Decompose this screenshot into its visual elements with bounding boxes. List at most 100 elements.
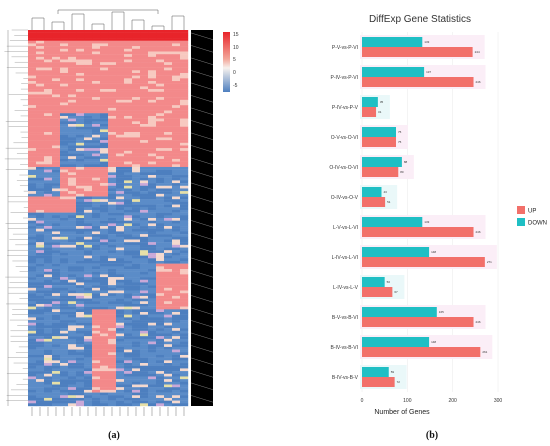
heatmap-cell (180, 298, 189, 302)
heatmap-cell (148, 333, 157, 337)
heatmap-cell (76, 282, 85, 286)
value-label-up: 244 (475, 50, 480, 54)
heatmap-cell (92, 105, 101, 109)
heatmap-cell (172, 137, 181, 141)
heatmap-cell (76, 344, 85, 348)
category-label: O-IV-vs-O-V (331, 195, 359, 201)
heatmap-cell (84, 373, 93, 377)
bar-down (362, 97, 378, 107)
heatmap-cell (108, 32, 117, 36)
heatmap-cell (36, 129, 45, 133)
heatmap-cell (68, 317, 77, 321)
heatmap-cell (36, 266, 45, 270)
heatmap-cell (76, 75, 85, 79)
heatmap-cell (108, 115, 117, 119)
heatmap-cell (76, 293, 85, 297)
heatmap-cell (116, 403, 125, 407)
heatmap-cell (92, 91, 101, 95)
heatmap-cell (60, 99, 69, 103)
heatmap-cell (84, 193, 93, 197)
heatmap-cell (28, 295, 37, 299)
heatmap-cell (52, 129, 61, 133)
heatmap-cell (140, 107, 149, 111)
heatmap-cell (60, 129, 69, 133)
heatmap-cell (180, 389, 189, 393)
bar-up (362, 137, 396, 147)
heatmap-cell (132, 298, 141, 302)
heatmap-cell (108, 207, 117, 211)
heatmap-cell (124, 298, 133, 302)
heatmap-cell (148, 309, 157, 313)
heatmap-cell (68, 242, 77, 246)
heatmap-cell (172, 94, 181, 98)
heatmap-cell (116, 145, 125, 149)
heatmap-cell (92, 89, 101, 92)
heatmap-cell (84, 322, 93, 326)
heatmap-cell (140, 199, 149, 203)
heatmap-cell (124, 341, 133, 345)
heatmap-cell (92, 220, 101, 224)
heatmap-cell (124, 97, 133, 101)
heatmap-cell (60, 158, 69, 162)
heatmap-cell (156, 354, 165, 358)
heatmap-cell (60, 207, 69, 211)
heatmap-cell (44, 91, 53, 95)
heatmap-cell (76, 72, 85, 76)
heatmap-cell (180, 89, 189, 92)
heatmap-cell (132, 70, 141, 74)
heatmap-cell (84, 277, 93, 280)
heatmap-cell (116, 373, 125, 377)
heatmap-cell (68, 226, 77, 229)
heatmap-cell (68, 153, 77, 157)
heatmap-cell (164, 236, 173, 240)
heatmap-cell (148, 113, 157, 117)
bar-chart-panel: DiffExp Gene Statistics 1332441372463531… (329, 14, 547, 441)
heatmap-cell (92, 72, 101, 76)
heatmap-cell (180, 70, 189, 74)
heatmap-cell (84, 293, 93, 297)
heatmap-cell (52, 344, 61, 348)
heatmap-cell (156, 320, 165, 323)
heatmap-cell (76, 46, 85, 49)
heatmap-cell (116, 207, 125, 211)
heatmap-cell (116, 196, 125, 200)
heatmap-cell (44, 293, 53, 297)
heatmap-cell (108, 56, 117, 60)
heatmap-cell (124, 395, 133, 399)
heatmap-cell (140, 110, 149, 114)
heatmap-cell (44, 379, 53, 383)
heatmap-cell (92, 110, 101, 114)
heatmap-cell (172, 145, 181, 149)
heatmap-cell (60, 287, 69, 291)
heatmap-cell (60, 83, 69, 87)
heatmap-cell (172, 86, 181, 90)
heatmap-cell (52, 118, 61, 122)
heatmap-cell (148, 150, 157, 154)
heatmap-cell (92, 403, 101, 407)
heatmap-cell (44, 381, 53, 385)
heatmap-cell (92, 40, 101, 44)
heatmap-cell (84, 301, 93, 305)
heatmap-cell (148, 67, 157, 71)
heatmap-cell (84, 212, 93, 216)
heatmap-cell (100, 191, 109, 195)
heatmap-cell (68, 360, 77, 364)
heatmap-cell (68, 328, 77, 331)
heatmap-cell (172, 89, 181, 92)
heatmap-cell (100, 373, 109, 377)
heatmap-cell (36, 341, 45, 345)
heatmap-cell (28, 38, 37, 41)
heatmap-cell (164, 51, 173, 55)
heatmap-cell (28, 124, 37, 127)
heatmap-cell (68, 35, 77, 39)
heatmap-cell (116, 263, 125, 267)
heatmap-cell (156, 40, 165, 44)
heatmap-cell (36, 333, 45, 337)
heatmap-cell (28, 309, 37, 313)
heatmap-cell (100, 303, 109, 307)
gene-label-line (187, 56, 215, 66)
heatmap-cell (164, 209, 173, 213)
heatmap-cell (68, 150, 77, 154)
heatmap-cell (164, 94, 173, 98)
heatmap-cell (148, 373, 157, 377)
